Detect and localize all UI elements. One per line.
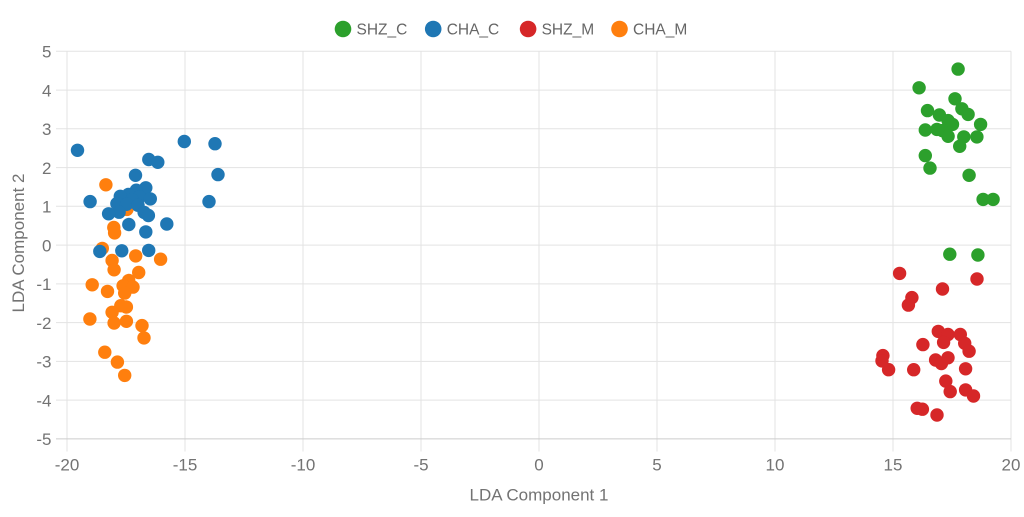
svg-text:3: 3	[42, 120, 51, 139]
svg-text:2: 2	[42, 159, 51, 178]
svg-text:5: 5	[42, 43, 51, 62]
svg-text:-5: -5	[36, 430, 51, 449]
svg-text:10: 10	[766, 456, 785, 475]
svg-text:CHA_C: CHA_C	[447, 22, 500, 39]
svg-text:-5: -5	[413, 456, 428, 475]
svg-text:-4: -4	[36, 391, 51, 410]
svg-text:0: 0	[42, 236, 51, 255]
svg-text:5: 5	[652, 456, 661, 475]
svg-text:CHA_M: CHA_M	[633, 22, 687, 39]
svg-text:4: 4	[42, 81, 51, 100]
svg-text:-10: -10	[291, 456, 316, 475]
svg-text:LDA Component 2: LDA Component 2	[9, 174, 28, 313]
svg-text:-20: -20	[55, 456, 80, 475]
svg-text:LDA Component 1: LDA Component 1	[470, 486, 609, 505]
svg-text:0: 0	[534, 456, 543, 475]
svg-text:20: 20	[1002, 456, 1021, 475]
svg-text:-2: -2	[36, 314, 51, 333]
svg-text:SHZ_C: SHZ_C	[357, 22, 408, 39]
svg-text:-3: -3	[36, 353, 51, 372]
svg-text:-15: -15	[173, 456, 198, 475]
svg-text:SHZ_M: SHZ_M	[542, 22, 595, 39]
svg-text:-1: -1	[36, 275, 51, 294]
svg-text:1: 1	[42, 198, 51, 217]
svg-text:15: 15	[884, 456, 903, 475]
